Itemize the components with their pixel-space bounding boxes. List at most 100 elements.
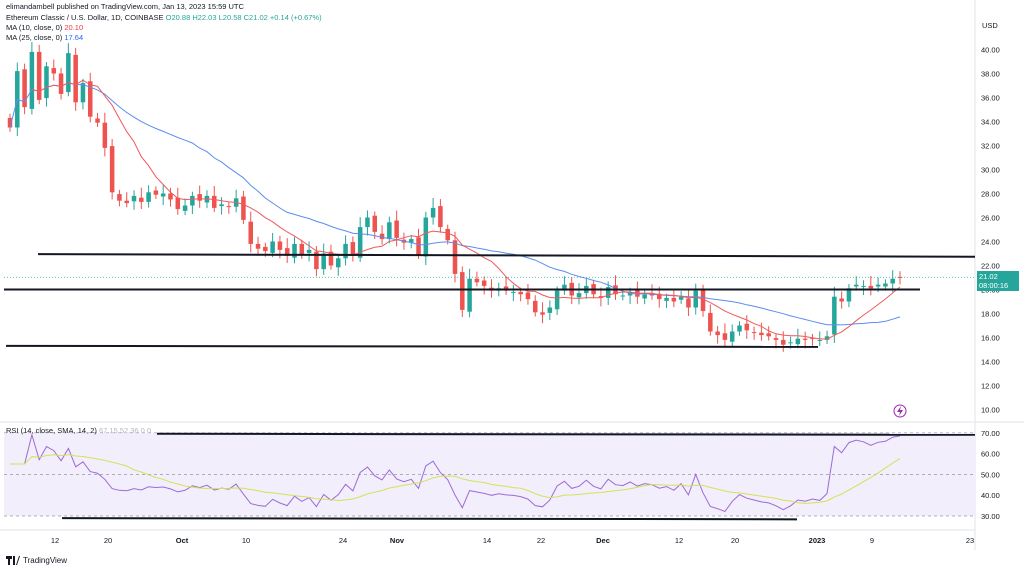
- candle-body: [532, 300, 538, 313]
- rsi-lower-line: [61, 517, 798, 521]
- ma10-line: [31, 79, 901, 340]
- time-tick-label: 20: [731, 536, 739, 545]
- candle-body: [131, 195, 137, 202]
- candle-body: [423, 217, 429, 257]
- candle-body: [343, 243, 348, 259]
- candle-body: [576, 293, 582, 298]
- candle-body: [802, 338, 808, 340]
- ma10-legend[interactable]: MA (10, close, 0) 20.10: [6, 23, 83, 33]
- currency-label: USD: [982, 21, 998, 30]
- candle-body: [416, 237, 421, 255]
- candle-body: [773, 338, 779, 340]
- rsi-legend[interactable]: RSI (14, close, SMA, 14, 2) 67.15 52.36 …: [6, 426, 151, 436]
- price-tick-label: 32.00: [981, 142, 1000, 151]
- candle-body: [87, 81, 93, 117]
- candle-body: [890, 278, 895, 284]
- candle-body: [518, 291, 523, 295]
- resistance-line: [37, 253, 976, 258]
- price-tick-label: 22.00: [981, 262, 1000, 271]
- candle-body: [66, 53, 71, 93]
- price-tick-label: 26.00: [981, 214, 1000, 223]
- price-tick-label: 30.00: [981, 166, 1000, 175]
- candle-body: [737, 325, 742, 332]
- candle-body: [153, 190, 159, 195]
- candle-body: [824, 336, 830, 340]
- candle-body: [241, 196, 246, 220]
- candle-body: [350, 242, 356, 256]
- candle-body: [226, 206, 232, 208]
- rsi-band-fill: [4, 432, 975, 516]
- time-tick-label: Dec: [596, 536, 610, 545]
- ma10-label: MA (10, close, 0): [6, 23, 63, 32]
- candle-body: [671, 297, 677, 302]
- time-tick-label: 22: [537, 536, 545, 545]
- candle-body: [700, 288, 706, 312]
- price-tick-label: 36.00: [981, 94, 1000, 103]
- candle-body: [58, 73, 64, 94]
- candle-body: [839, 298, 844, 302]
- candle-body: [642, 294, 647, 299]
- candle-body: [182, 205, 188, 211]
- candle-body: [598, 296, 604, 298]
- footer-brand-label: TradingView: [23, 556, 68, 565]
- candle-body: [160, 193, 166, 197]
- candle-body: [846, 288, 852, 302]
- candle-body: [693, 290, 698, 308]
- tradingview-logo-icon: [6, 556, 20, 565]
- candle-body: [146, 192, 151, 202]
- rsi-upper-line: [156, 432, 976, 436]
- rsi-tick-label: 70.00: [981, 429, 1000, 438]
- candle-body: [51, 68, 57, 74]
- candle-body: [270, 241, 275, 253]
- candle-body: [562, 284, 567, 291]
- candle-body: [729, 331, 735, 342]
- candle-body: [525, 292, 531, 300]
- ma25-label: MA (25, close, 0): [6, 33, 63, 42]
- candle-body: [292, 243, 297, 258]
- candle-body: [795, 338, 801, 345]
- candle-body: [190, 195, 195, 206]
- rsi-tick-label: 50.00: [981, 470, 1000, 479]
- candle-body: [832, 296, 837, 335]
- price-tick-label: 16.00: [981, 334, 1000, 343]
- price-tick-label: 14.00: [981, 358, 1000, 367]
- candle-body: [751, 332, 757, 334]
- candle-body: [722, 333, 728, 340]
- candle-body: [664, 297, 669, 301]
- symbol-line: Ethereum Classic / U.S. Dollar, 1D, COIN…: [6, 13, 322, 23]
- price-tick-label: 28.00: [981, 190, 1000, 199]
- candle-body: [897, 276, 903, 278]
- candle-body: [95, 118, 100, 123]
- candle-body: [810, 338, 815, 340]
- candle-body: [438, 206, 443, 228]
- candle-body: [175, 197, 181, 210]
- ma10-value: 20.10: [64, 23, 84, 32]
- candle-body: [29, 51, 35, 109]
- time-tick-label: Nov: [390, 536, 405, 545]
- rsi-label: RSI (14, close, SMA, 14, 2): [6, 426, 97, 435]
- candle-body: [781, 339, 786, 345]
- alert-lightning-glyph: [897, 406, 903, 416]
- ma25-legend[interactable]: MA (25, close, 0) 17.64: [6, 33, 83, 43]
- price-tick-label: 24.00: [981, 238, 1000, 247]
- candle-body: [365, 217, 370, 228]
- candle-body: [788, 342, 793, 344]
- candle-body: [7, 117, 13, 128]
- candle-body: [715, 331, 720, 336]
- candle-body: [875, 284, 881, 287]
- candle-body: [219, 204, 224, 207]
- candle-body: [861, 285, 866, 287]
- price-tick-label: 34.00: [981, 118, 1000, 127]
- candle-body: [883, 283, 888, 287]
- candle-body: [73, 54, 78, 103]
- support-line-lower: [5, 344, 819, 348]
- candle-body: [620, 295, 626, 297]
- last-price-value: 21.02: [979, 272, 998, 281]
- footer-brand[interactable]: TradingView: [6, 556, 67, 565]
- rsi-tick-label: 30.00: [981, 512, 1000, 521]
- rsi-sma-line: [10, 454, 901, 504]
- price-tick-label: 40.00: [981, 46, 1000, 55]
- time-tick-label: 9: [870, 536, 874, 545]
- candle-body: [139, 197, 144, 202]
- candle-body: [708, 312, 713, 332]
